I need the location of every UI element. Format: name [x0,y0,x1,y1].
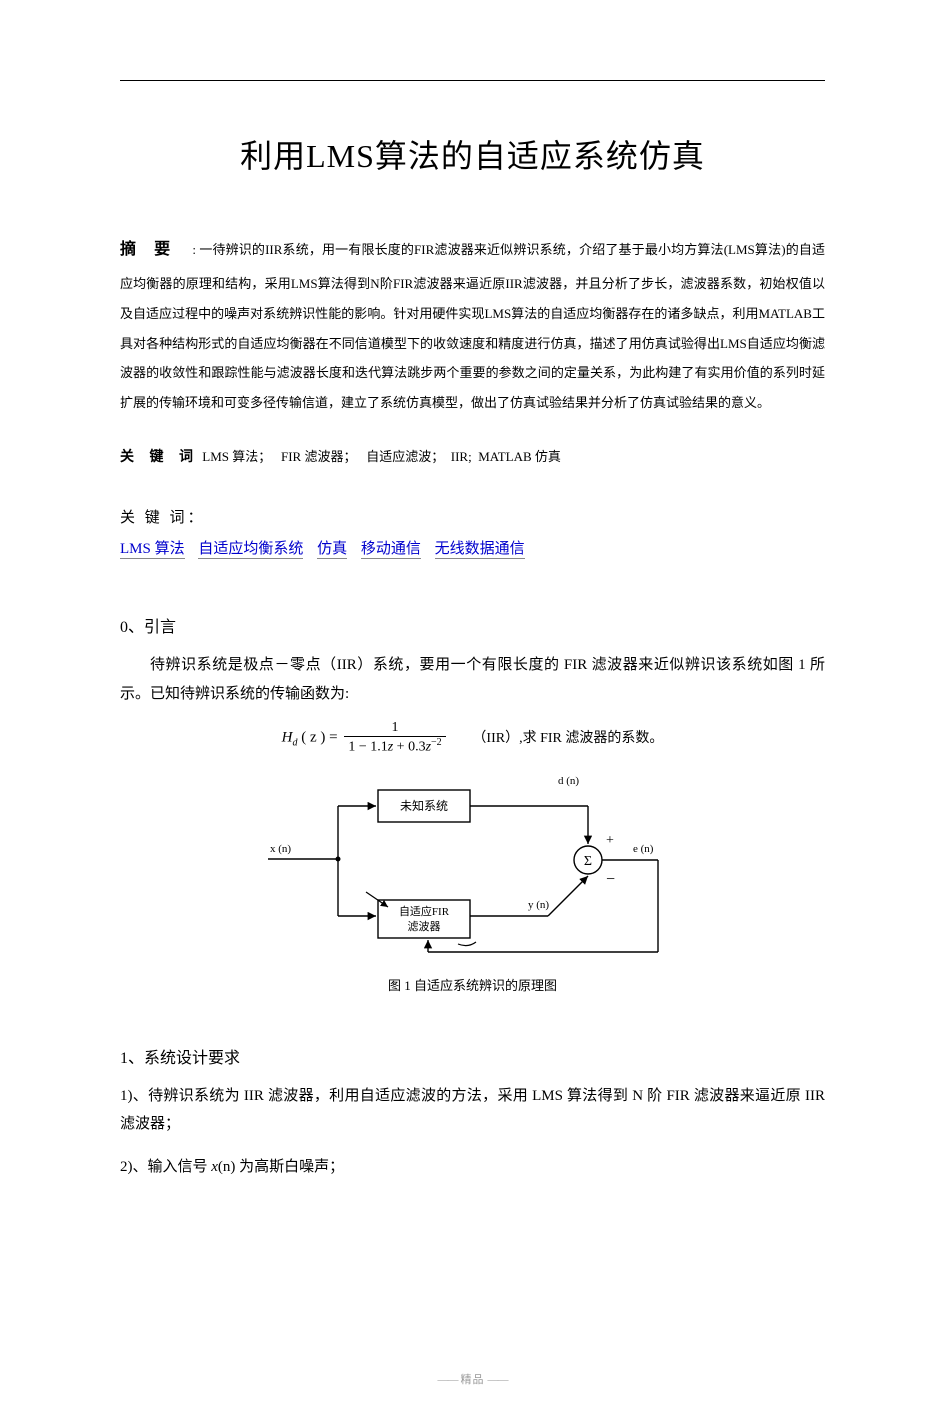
adaptive-fir-label-1: 自适应FIR [398,904,449,918]
page: 利用LMS算法的自适应系统仿真 摘要: 一待辨识的IIR系统，用一有限长度的FI… [0,80,945,1417]
page-title: 利用LMS算法的自适应系统仿真 [120,131,825,177]
diagram-svg: x (n) 未知系统 d (n) 自适应FIR 滤波器 y (n) [258,764,688,959]
keyword-1-3: IIR; [451,449,472,464]
keyword-link-4[interactable]: 无线数据通信 [435,541,525,559]
keyword-1-1: FIR 滤波器； [281,449,356,464]
keyword-1-4: MATLAB 仿真 [478,449,561,464]
requirement-2: 2)、输入信号 x(n) 为高斯白噪声； [120,1153,825,1182]
requirement-1: 1)、待辨识系统为 IIR 滤波器，利用自适应滤波的方法，采用 LMS 算法得到… [120,1082,825,1139]
section-0-heading: 0、引言 [120,613,825,637]
minus-label: − [606,871,615,888]
formula-numerator: 1 [344,720,445,737]
keyword-link-0[interactable]: LMS 算法 [120,541,185,559]
adaptive-fir-label-2: 滤波器 [407,920,440,933]
label-en: e (n) [633,843,654,855]
keywords-label-1: 关 键 词 [120,450,199,465]
abstract-block: 摘要: 一待辨识的IIR系统，用一有限长度的FIR滤波器来近似辨识系统，介绍了基… [120,232,825,418]
keyword-1-2: 自适应滤波； [366,449,444,464]
formula-denominator: 1 − 1.1z + 0.3z−2 [344,737,445,756]
system-block-diagram: x (n) 未知系统 d (n) 自适应FIR 滤波器 y (n) [258,764,688,959]
section-1-heading: 1、系统设计要求 [120,1044,825,1068]
keyword-links: LMS 算法 自适应均衡系统 仿真 移动通信 无线数据通信 [120,537,825,558]
formula-fraction: 1 1 − 1.1z + 0.3z−2 [344,720,445,756]
abstract-text: : 一待辨识的IIR系统，用一有限长度的FIR滤波器来近似辨识系统，介绍了基于最… [120,242,825,410]
req2-arg: (n) [218,1159,236,1175]
formula-suffix: （IIR）,求 FIR 滤波器的系数。 [472,731,663,746]
formula-H: H [282,730,293,746]
sigma-label: Σ [583,854,591,869]
label-xn: x (n) [270,843,291,855]
section-0-body: 待辨识系统是极点－零点（IIR）系统，要用一个有限长度的 FIR 滤波器来近似辨… [120,651,825,708]
figure-1-caption: 图 1 自适应系统辨识的原理图 [120,975,825,994]
req2-suffix: 为高斯白噪声； [235,1159,344,1175]
formula-den-pre: 1 − 1.1 [348,740,387,755]
formula-den-mid: + 0.3 [393,740,425,755]
label-yn: y (n) [528,899,549,911]
label-dn: d (n) [558,775,579,787]
abstract-label: 摘要 [120,241,188,258]
keyword-link-1[interactable]: 自适应均衡系统 [198,541,303,559]
formula-d-sub: d [292,738,297,749]
keywords-label-2: 关 键 词： [120,510,206,526]
keywords-line-1: 关 键 词 LMS 算法； FIR 滤波器； 自适应滤波； IIR; MATLA… [120,446,825,466]
footer-watermark: 精品 [0,1371,945,1387]
unknown-system-label: 未知系统 [399,799,447,813]
keyword-link-3[interactable]: 移动通信 [361,541,421,559]
formula-arg: ( z ) = [301,730,337,746]
plus-label: + [606,833,614,848]
keyword-link-2[interactable]: 仿真 [317,541,347,559]
keyword-1-0: LMS 算法； [202,449,271,464]
req2-var-x: x [211,1159,218,1175]
top-horizontal-rule [120,80,825,81]
formula-line: Hd ( z ) = 1 1 − 1.1z + 0.3z−2 （IIR）,求 F… [120,720,825,756]
keywords-line-2: 关 键 词： [120,506,825,527]
formula-hd: Hd ( z ) = 1 1 − 1.1z + 0.3z−2 [282,720,449,756]
formula-den-exp: −2 [431,737,442,748]
req2-prefix: 2)、输入信号 [120,1159,211,1175]
